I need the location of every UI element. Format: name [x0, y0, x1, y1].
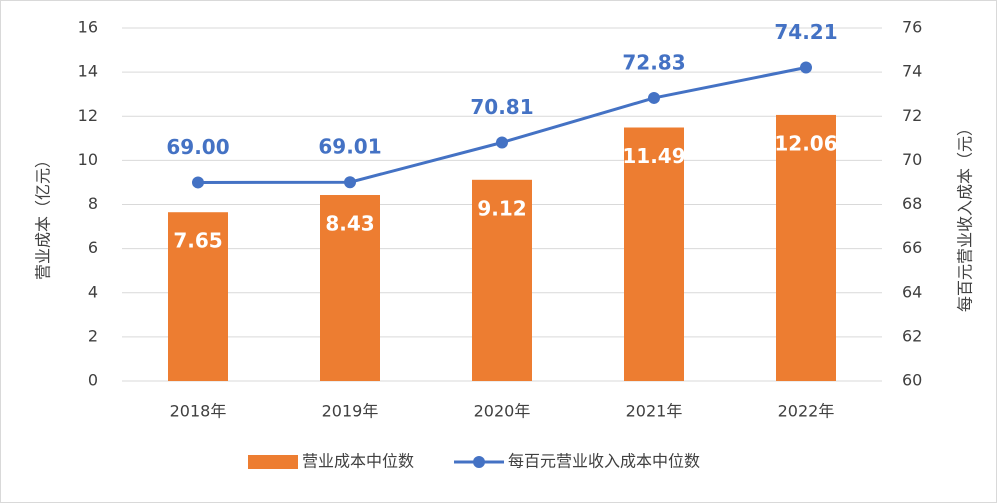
y2-axis-label: 每百元营业收入成本（元） [956, 120, 975, 312]
legend-swatch [248, 455, 298, 469]
y-tick-label: 12 [78, 106, 98, 125]
y2-tick-label: 64 [902, 282, 922, 301]
x-tick-label: 2018年 [170, 402, 227, 421]
y2-tick-label: 76 [902, 18, 922, 37]
y2-tick-label: 74 [902, 62, 922, 81]
y-tick-label: 2 [88, 326, 98, 345]
y2-tick-label: 68 [902, 194, 922, 213]
bar [320, 195, 380, 381]
y-axis-label: 营业成本（亿元） [34, 152, 53, 280]
line-marker [192, 176, 204, 189]
data-label: 70.81 [470, 95, 533, 119]
y2-tick-label: 62 [902, 326, 922, 345]
data-label: 72.83 [622, 50, 685, 74]
y2-tick-label: 72 [902, 106, 922, 125]
bar [624, 127, 684, 381]
line-marker [648, 91, 660, 104]
line-marker [344, 176, 356, 189]
legend-swatch [473, 456, 486, 468]
data-label: 7.65 [173, 229, 222, 253]
x-tick-label: 2021年 [626, 402, 683, 421]
data-label: 8.43 [325, 212, 374, 236]
y-tick-label: 8 [88, 194, 98, 213]
y2-tick-label: 60 [902, 371, 922, 390]
x-tick-label: 2022年 [778, 402, 835, 421]
line-marker [800, 61, 812, 74]
data-label: 69.00 [166, 135, 229, 159]
y-tick-label: 6 [88, 238, 98, 257]
y-tick-label: 14 [78, 62, 98, 81]
bar [776, 114, 836, 382]
y-tick-label: 16 [78, 18, 98, 37]
x-tick-label: 2020年 [474, 402, 531, 421]
y-tick-label: 4 [88, 282, 98, 301]
data-label: 9.12 [477, 196, 526, 220]
data-label: 74.21 [774, 20, 837, 44]
legend-label: 每百元营业收入成本中位数 [508, 452, 700, 471]
line-marker [496, 136, 508, 149]
legend-label: 营业成本中位数 [302, 452, 414, 471]
y-tick-label: 0 [88, 371, 98, 390]
x-tick-label: 2019年 [322, 402, 379, 421]
data-label: 12.06 [774, 131, 837, 155]
bar [472, 179, 532, 381]
data-label: 69.01 [318, 135, 381, 159]
data-label: 11.49 [622, 144, 685, 168]
bar [168, 212, 228, 381]
y2-tick-label: 66 [902, 238, 922, 257]
y2-tick-label: 70 [902, 150, 922, 169]
y-tick-label: 10 [78, 150, 98, 169]
